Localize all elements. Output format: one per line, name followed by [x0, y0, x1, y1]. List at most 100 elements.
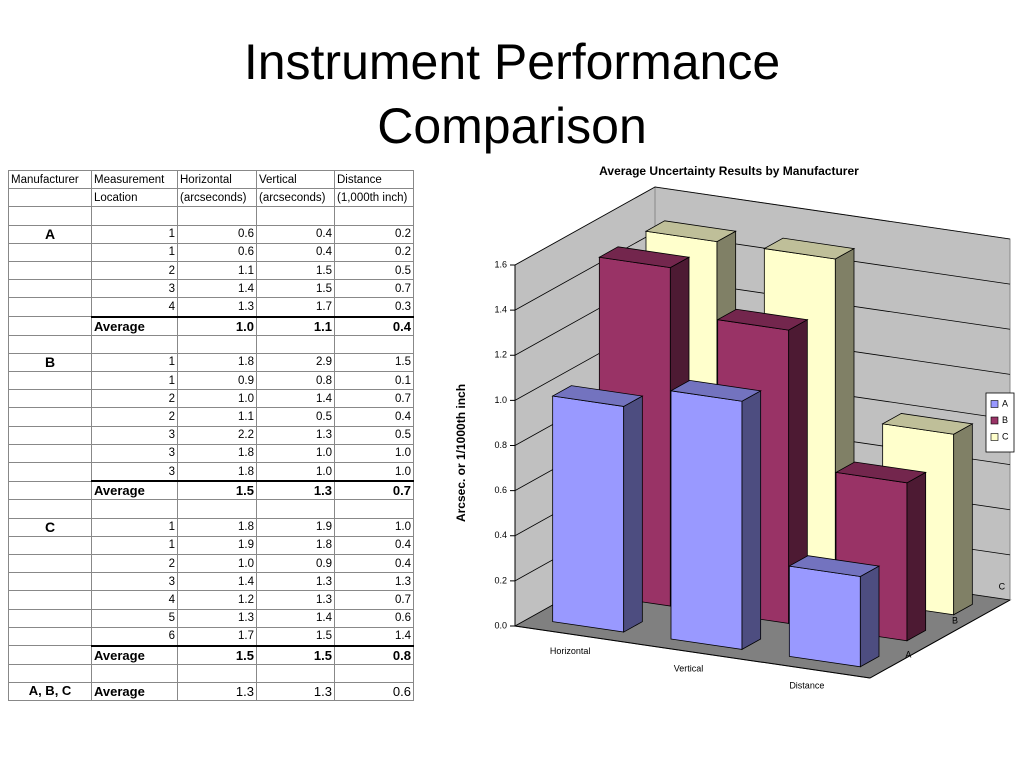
y-tick-label: 0.6 — [494, 485, 507, 495]
table-cell: 1 — [91, 517, 178, 537]
table-cell: 1.8 — [256, 535, 335, 555]
table-cell: 1.3 — [334, 572, 414, 592]
bar-top — [763, 237, 856, 260]
header-cell: Vertical — [256, 169, 335, 190]
table-cell — [8, 371, 92, 391]
table-cell: 1.5 — [256, 260, 335, 281]
bar-top — [644, 220, 737, 243]
table-cell: 1.1 — [177, 407, 257, 427]
x-axis — [514, 625, 871, 679]
table-cell: 1.3 — [256, 572, 335, 592]
table-cell — [256, 664, 335, 684]
table-cell: A, B, C — [8, 682, 92, 702]
table-cell — [91, 499, 178, 519]
table-cell: 2 — [91, 553, 178, 574]
table-cell — [177, 334, 257, 354]
table-cell: 0.3 — [334, 297, 414, 317]
table-cell — [8, 279, 92, 299]
table-cell — [8, 242, 92, 262]
table-row — [8, 334, 414, 354]
table-cell: 4 — [91, 297, 178, 317]
table-cell: B — [8, 352, 92, 373]
table-cell — [177, 206, 257, 226]
table-cell — [8, 499, 92, 519]
table-cell: 1 — [91, 535, 178, 555]
bar-side — [623, 395, 643, 633]
table-cell: 1.5 — [177, 480, 257, 501]
table-cell: 0.9 — [256, 553, 335, 574]
header-cell: Horizontal — [177, 169, 257, 190]
table-row: 2 1.0 0.9 0.4 — [8, 553, 414, 574]
table-cell: 1.0 — [177, 315, 257, 336]
table-cell: 2 — [91, 407, 178, 427]
table-row — [8, 664, 414, 684]
table-cell: 0.5 — [256, 407, 335, 427]
table-cell: 1.2 — [177, 590, 257, 610]
table-cell: 2.2 — [177, 425, 257, 445]
table-cell: 1.0 — [256, 462, 335, 482]
table-cell: 3 — [91, 462, 178, 482]
table-cell: 1.0 — [177, 389, 257, 409]
header-cell: (arcseconds) — [256, 188, 335, 208]
depth-tick-label: C — [999, 581, 1006, 591]
table-cell: 1.7 — [177, 626, 257, 647]
table-cell: 1.3 — [177, 297, 257, 317]
table-cell: 0.4 — [334, 407, 414, 427]
table-cell: 1 — [91, 371, 178, 391]
table-cell — [8, 407, 92, 427]
table-cell — [91, 664, 178, 684]
depth-axis — [869, 599, 1011, 679]
table-cell: 3 — [91, 572, 178, 592]
table-cell: 1.9 — [256, 517, 335, 537]
table-row: 3 1.4 1.5 0.7 — [8, 279, 414, 299]
table-cell: C — [8, 517, 92, 537]
table-cell — [334, 334, 414, 354]
legend-swatch — [990, 416, 999, 425]
table-cell: 0.7 — [334, 279, 414, 299]
table-cell: 2 — [91, 260, 178, 281]
table-row: C 1 1.8 1.9 1.0 — [8, 517, 414, 537]
table-cell: 1.5 — [256, 644, 335, 666]
depth-tick-label: A — [905, 649, 911, 659]
table-row — [8, 206, 414, 226]
table-cell — [8, 480, 92, 501]
table-cell: 1.5 — [177, 644, 257, 666]
table-cell: 0.8 — [334, 644, 414, 666]
table-cell: 0.5 — [334, 260, 414, 281]
table-cell — [256, 334, 335, 354]
table-cell: 0.6 — [334, 682, 414, 702]
y-axis-title: Arcsec. or 1/1000th inch — [454, 384, 468, 522]
table-row: 6 1.7 1.5 1.4 — [8, 626, 414, 647]
bar-top — [551, 385, 644, 407]
table-cell: 3 — [91, 279, 178, 299]
table-cell — [91, 334, 178, 354]
table-row: 3 1.8 1.0 1.0 — [8, 462, 414, 482]
table-cell — [8, 608, 92, 628]
table-cell: 1.4 — [256, 608, 335, 628]
table-cell: 0.7 — [334, 590, 414, 610]
table-row: 3 1.4 1.3 1.3 — [8, 572, 414, 592]
table-cell: 1.3 — [256, 425, 335, 445]
table-cell: 1.3 — [256, 480, 335, 501]
table-cell: 1.9 — [177, 535, 257, 555]
table-cell: 1.1 — [256, 315, 335, 336]
table-cell: 1.4 — [334, 626, 414, 647]
bar-side — [741, 390, 762, 651]
table-row: 2 1.1 1.5 0.5 — [8, 260, 414, 281]
bar-front — [670, 390, 743, 650]
table-cell — [8, 645, 92, 666]
header-cell: Manufacturer — [8, 169, 92, 190]
table-cell — [8, 297, 92, 317]
bar-side — [953, 423, 973, 616]
bar-side — [859, 565, 880, 668]
table-cell: 1.8 — [177, 517, 257, 537]
bar — [551, 385, 644, 633]
x-tick-label: Vertical — [674, 663, 704, 673]
table-cell: 0.6 — [334, 608, 414, 628]
table-cell: 0.7 — [334, 389, 414, 409]
table-cell: 1.0 — [334, 517, 414, 537]
table-cell: 1.1 — [177, 260, 257, 281]
table-cell — [177, 664, 257, 684]
header-cell: (1,000th inch) — [334, 188, 414, 208]
table-cell: 1.0 — [256, 443, 335, 464]
